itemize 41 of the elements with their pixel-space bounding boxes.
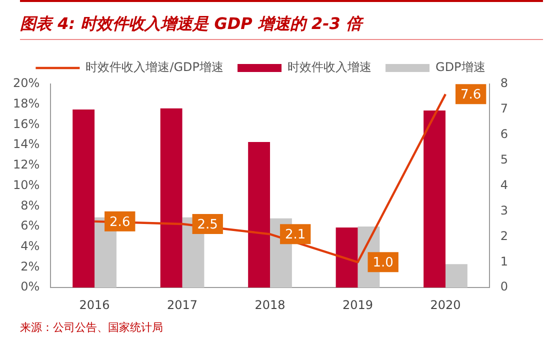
data-label: 7.6 [460, 88, 482, 103]
legend-label: GDP增速 [436, 60, 486, 74]
x-tick-label: 2020 [430, 298, 461, 312]
y-tick-label: 6% [20, 218, 40, 233]
y-tick-label: 2% [20, 259, 40, 274]
legend-label: 时效件收入增速/GDP增速 [86, 60, 224, 74]
chart-title: 图表 4: 时效件收入增速是 GDP 增速的 2-3 倍 [20, 14, 543, 40]
y-tick-label: 14% [13, 137, 40, 152]
x-tick-label: 2017 [167, 298, 198, 312]
source-note: 来源：公司公告、国家统计局 [20, 320, 164, 335]
y2-tick-label: 1 [500, 254, 508, 268]
x-tick-label: 2018 [254, 298, 286, 312]
bar [72, 109, 95, 288]
bar [336, 228, 358, 288]
y2-tick-label: 0 [500, 280, 508, 294]
x-tick-label: 2016 [79, 298, 110, 312]
data-label: 2.5 [197, 217, 218, 232]
y-tick-label: 8% [20, 198, 40, 212]
y2-tick-label: 7 [500, 102, 508, 116]
y2-tick-label: 4 [500, 178, 508, 192]
y2-tick-label: 6 [500, 127, 508, 142]
y2-tick-label: 3 [500, 203, 508, 218]
bar [160, 108, 182, 288]
y-tick-label: 4% [20, 239, 40, 254]
y-tick-label: 10% [13, 178, 40, 192]
y-tick-label: 12% [13, 158, 40, 172]
x-tick-label: 2019 [342, 298, 374, 312]
data-label: 2.6 [110, 214, 130, 230]
y-tick-label: 0% [20, 280, 40, 294]
data-label: 2.1 [285, 228, 306, 243]
legend-label: 时效件收入增速 [288, 60, 372, 74]
y-tick-label: 20% [13, 76, 40, 90]
y2-tick-label: 2 [500, 228, 508, 243]
y-tick-label: 16% [13, 116, 40, 131]
y2-tick-label: 8 [500, 76, 508, 90]
data-label: 1.0 [372, 256, 394, 271]
bar [445, 264, 468, 288]
bar [248, 142, 270, 288]
y2-tick-label: 5 [500, 152, 508, 166]
y-tick-label: 18% [13, 96, 40, 110]
bar [424, 110, 446, 288]
